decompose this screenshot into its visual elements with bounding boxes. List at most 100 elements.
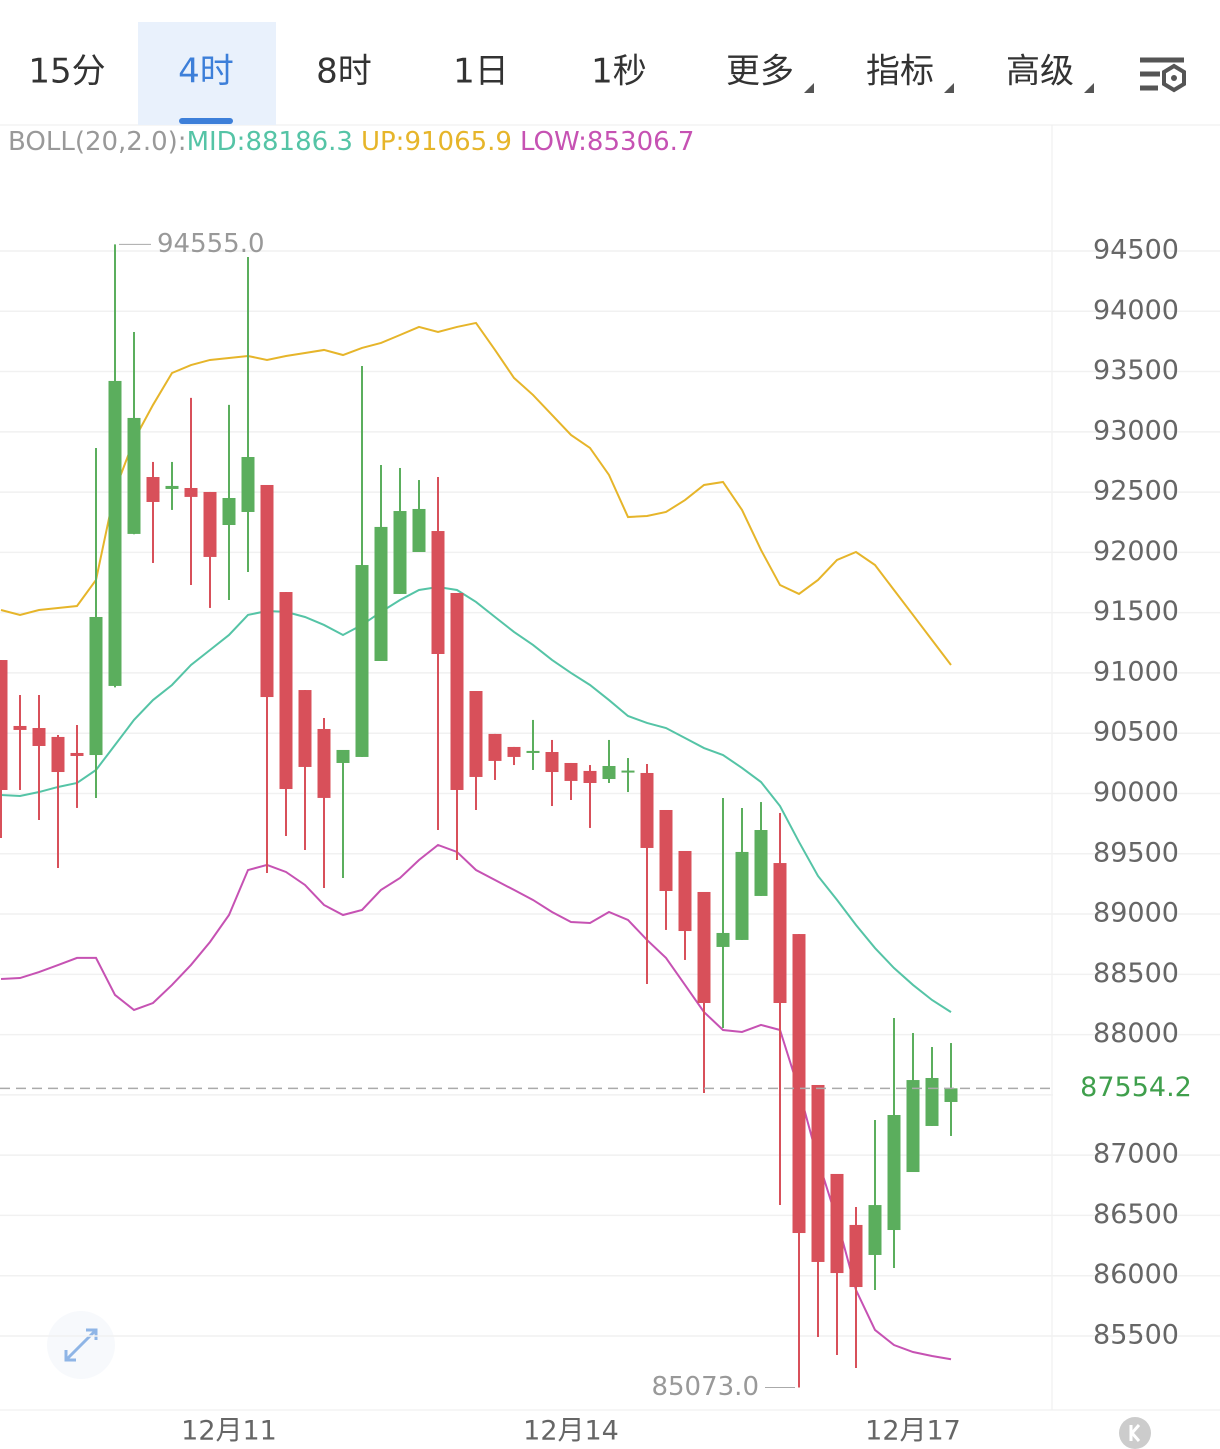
tab[interactable]: 高级 xyxy=(1006,52,1074,92)
candle-body xyxy=(260,484,274,698)
candle-body xyxy=(184,487,198,497)
candle-body xyxy=(279,592,293,790)
settings-icon[interactable] xyxy=(1140,57,1186,93)
candle-body xyxy=(735,851,749,940)
dropdown-arrow xyxy=(1084,83,1094,93)
candle-body xyxy=(868,1205,882,1255)
candle-body xyxy=(830,1173,844,1274)
y-tick-label: 88000 xyxy=(1093,1018,1179,1049)
candle-body xyxy=(545,752,559,773)
high-marker-label: 94555.0 xyxy=(157,229,265,259)
candle-body xyxy=(450,592,464,790)
y-tick-label: 94500 xyxy=(1093,234,1179,265)
candle-body xyxy=(925,1077,939,1126)
candle-body xyxy=(792,934,806,1234)
y-tick-label: 89000 xyxy=(1093,898,1179,929)
candle-body xyxy=(564,762,578,781)
candle-body xyxy=(773,863,787,1004)
indicator-legend: BOLL(20,2.0):MID:88186.3 UP:91065.9 LOW:85… xyxy=(8,127,694,157)
candle-body xyxy=(355,565,369,757)
candle-body xyxy=(32,728,46,746)
low-marker-label: 85073.0 xyxy=(651,1372,759,1402)
candle-body xyxy=(488,733,502,761)
tab-indicator xyxy=(179,118,233,124)
tab[interactable]: 1秒 xyxy=(591,52,647,92)
candle-body xyxy=(944,1088,958,1102)
candle-body xyxy=(849,1224,863,1288)
last-price-label: 87554.2 xyxy=(1080,1072,1192,1103)
candle-body xyxy=(51,736,65,773)
candle-body xyxy=(127,417,141,534)
candle-body xyxy=(393,511,407,594)
candle-body xyxy=(583,770,597,783)
candle-body xyxy=(678,850,692,932)
y-tick-label: 86500 xyxy=(1093,1199,1179,1230)
boll-line xyxy=(0,321,952,666)
candle-body xyxy=(70,752,84,756)
candle-body xyxy=(754,830,768,896)
dropdown-arrow xyxy=(944,83,954,93)
y-tick-label: 91500 xyxy=(1093,596,1179,627)
y-tick-label: 85500 xyxy=(1093,1319,1179,1350)
tab[interactable]: 8时 xyxy=(316,52,372,92)
candle-body xyxy=(640,772,654,848)
x-tick-label: 12月14 xyxy=(523,1416,619,1447)
y-tick-label: 93000 xyxy=(1093,415,1179,446)
candle-body xyxy=(697,891,711,1004)
tab[interactable]: 更多 xyxy=(726,52,794,92)
y-tick-label: 92500 xyxy=(1093,476,1179,507)
candle-body xyxy=(659,809,673,892)
scroll-end-button[interactable] xyxy=(1119,1417,1151,1449)
candle-body xyxy=(241,457,255,512)
legend-entry: UP:91065.9 xyxy=(361,127,512,157)
dropdown-arrow xyxy=(804,83,814,93)
y-tick-label: 94000 xyxy=(1093,295,1179,326)
candle-body xyxy=(811,1084,825,1262)
candle-body xyxy=(13,725,27,730)
candle-body xyxy=(298,690,312,767)
last-price-box xyxy=(1053,1068,1220,1109)
candle-body xyxy=(887,1115,901,1231)
legend-entry: MID:88186.3 xyxy=(187,127,353,157)
candle-body xyxy=(412,508,426,553)
candle-body xyxy=(108,380,122,686)
candle-body xyxy=(203,491,217,557)
candle-body xyxy=(526,750,540,753)
candle-body xyxy=(165,485,179,489)
y-tick-label: 90000 xyxy=(1093,777,1179,808)
candle-body xyxy=(906,1080,920,1173)
tab[interactable]: 指标 xyxy=(866,52,934,92)
candle-body xyxy=(317,728,331,798)
y-tick-label: 91000 xyxy=(1093,656,1179,687)
candle-body xyxy=(336,749,350,763)
candle-body xyxy=(374,526,388,661)
candle-body xyxy=(222,497,236,526)
candle-body xyxy=(621,770,635,773)
candle-body xyxy=(146,477,160,502)
tab[interactable]: 4时 xyxy=(178,52,234,92)
y-tick-label: 87000 xyxy=(1093,1139,1179,1170)
candle-body xyxy=(431,531,445,654)
y-tick-label: 86000 xyxy=(1093,1259,1179,1290)
candle-body xyxy=(0,660,8,790)
candle-body xyxy=(469,691,483,777)
legend-entry: LOW:85306.7 xyxy=(520,127,694,157)
y-tick-label: 93500 xyxy=(1093,355,1179,386)
candle-body xyxy=(507,746,521,757)
tab[interactable]: 15分 xyxy=(28,52,105,92)
y-tick-label: 92000 xyxy=(1093,536,1179,567)
boll-line xyxy=(0,585,952,1013)
candle-body xyxy=(602,765,616,780)
y-tick-label: 90500 xyxy=(1093,717,1179,748)
x-tick-label: 12月11 xyxy=(181,1416,277,1447)
expand-button[interactable] xyxy=(47,1311,115,1379)
tab[interactable]: 1日 xyxy=(453,52,509,92)
tab-highlight xyxy=(138,22,276,125)
candle-body xyxy=(89,616,103,756)
y-tick-label: 89500 xyxy=(1093,837,1179,868)
candle-body xyxy=(716,932,730,947)
x-tick-label: 12月17 xyxy=(865,1416,961,1447)
indicator-name: BOLL(20,2.0): xyxy=(8,127,187,157)
